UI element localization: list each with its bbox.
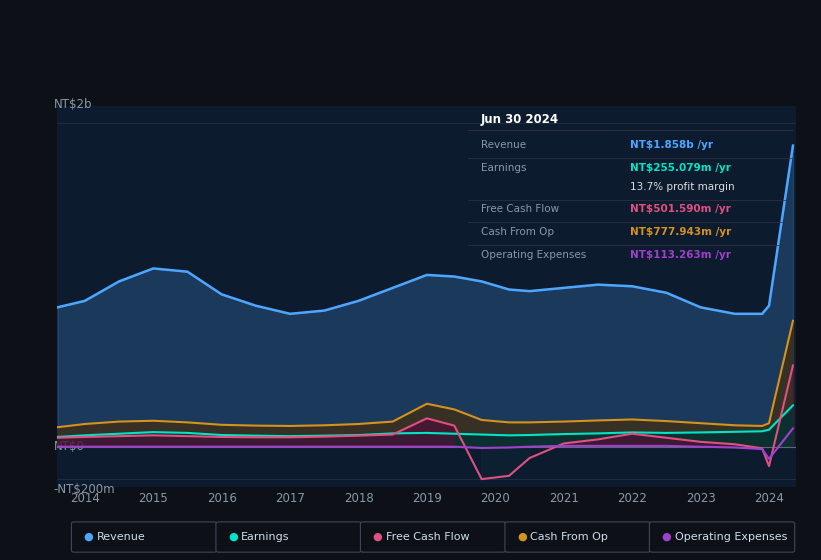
Text: Free Cash Flow: Free Cash Flow [386,532,470,542]
Text: ●: ● [228,532,238,542]
Text: Free Cash Flow: Free Cash Flow [480,204,558,213]
Text: ●: ● [84,532,94,542]
Text: ●: ● [662,532,672,542]
Text: NT$777.943m /yr: NT$777.943m /yr [631,227,732,237]
Text: Jun 30 2024: Jun 30 2024 [480,113,558,126]
Text: NT$501.590m /yr: NT$501.590m /yr [631,204,731,213]
Text: ●: ● [517,532,527,542]
Text: Earnings: Earnings [480,164,526,174]
Text: NT$1.858b /yr: NT$1.858b /yr [631,140,713,150]
Text: -NT$200m: -NT$200m [54,483,116,496]
Text: Cash From Op: Cash From Op [480,227,553,237]
Text: NT$113.263m /yr: NT$113.263m /yr [631,250,731,260]
Text: NT$2b: NT$2b [54,98,92,111]
Text: Operating Expenses: Operating Expenses [675,532,787,542]
Text: NT$255.079m /yr: NT$255.079m /yr [631,164,731,174]
Text: Cash From Op: Cash From Op [530,532,608,542]
Text: Revenue: Revenue [480,140,525,150]
Text: ●: ● [373,532,383,542]
Text: 13.7% profit margin: 13.7% profit margin [631,182,735,192]
Text: NT$0: NT$0 [54,440,85,453]
Text: Operating Expenses: Operating Expenses [480,250,586,260]
Text: Revenue: Revenue [97,532,145,542]
Text: Earnings: Earnings [241,532,290,542]
